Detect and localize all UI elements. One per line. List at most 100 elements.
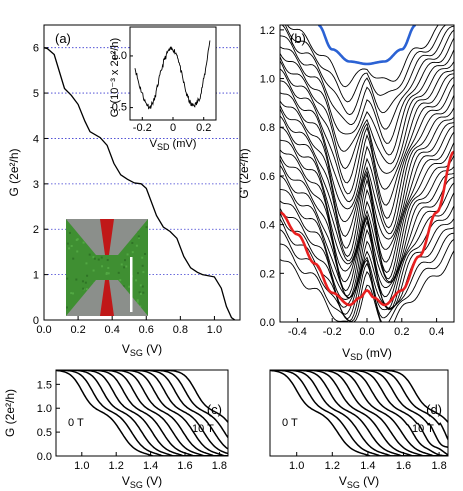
micrograph-speckle [84,281,87,284]
y-tick-label: 0.0 [37,451,52,463]
inset-y-axis-label: G' (10⁻³ x 2e²/h) [109,38,121,117]
micrograph-speckle [106,259,109,262]
trace-line [56,370,228,456]
trace-line [56,370,228,456]
micrograph-speckle [136,299,139,302]
micrograph-speckle [66,242,69,245]
panel-label: (b) [290,31,306,46]
micrograph-speckle [141,256,144,259]
x-tick-label: 0.4 [429,326,444,338]
micrograph-speckle [68,247,71,250]
field-annotation: 0 T [282,417,298,429]
trace-line [280,60,454,184]
x-tick-label: 0.2 [70,324,85,336]
device-micrograph-image [66,219,148,316]
x-tick-label: 1.6 [396,460,411,472]
trace-line [280,131,454,274]
x-axis-label: VSD (mV) [342,346,392,362]
trace-line [280,83,454,219]
panel-label: (d) [426,402,442,417]
scale-bar [130,257,133,312]
trace-line [281,25,454,116]
trace-line [280,218,454,320]
trace-line [280,175,454,299]
x-tick-label: 0.0 [36,324,51,336]
trace-line [56,370,228,450]
y-tick-label: 0.2 [260,268,275,280]
y-tick-label: 2 [33,224,39,236]
micrograph-speckle [128,285,131,288]
panel-a-inset: -0.2 0 0.2 0.5 1.0 VSD (mV) G' (10⁻³ x 2e²/h) [109,26,217,152]
x-tick-label: 1.4 [143,460,158,472]
y-tick-label: 0.4 [260,220,275,232]
y-axis-label: G' (2e²/h) [237,148,251,198]
micrograph-speckle [70,292,73,295]
trace-line [270,370,448,456]
micrograph-speckle [125,265,128,268]
x-tick-label: 1.2 [109,460,124,472]
trace-line [270,370,448,456]
trace-line [280,212,454,315]
x-tick-label: 0.4 [105,324,120,336]
micrograph-speckle [139,292,142,295]
inset-x-tick-label: 0.2 [196,122,211,134]
micrograph-speckle [138,291,141,294]
trace-line [270,370,448,440]
trace-line [270,370,448,449]
panel-label: (c) [207,402,222,417]
x-tick-label: 1.0 [74,460,89,472]
y-tick-label: 0.6 [260,171,275,183]
inset-y-tick-label: 1.0 [112,50,127,62]
trace-line [286,25,439,88]
micrograph-speckle [86,274,89,277]
x-tick-label: 0.8 [173,324,188,336]
inset-frame [129,26,217,121]
trace-line [280,37,454,144]
field-annotation: 10 T [412,423,434,435]
trace-line [280,165,454,297]
trace-line [270,370,448,456]
trace-line [280,125,454,263]
micrograph-speckle [76,250,79,253]
y-tick-label: 1.0 [260,74,275,86]
series-line [43,47,236,321]
micrograph-speckle [66,306,69,309]
x-axis-label: VSG (V) [122,342,162,358]
micrograph-speckle [66,277,69,280]
inset-x-tick-label: 0 [170,122,176,134]
y-tick-label: 0.5 [37,427,52,439]
x-tick-label: 1.8 [431,460,446,472]
micrograph-speckle [141,264,144,267]
micrograph-speckle [122,285,125,288]
trace-line [56,370,228,456]
panel-a-frame [43,24,241,321]
micrograph-speckle [119,279,122,282]
x-tick-label: 0.2 [394,326,409,338]
trace-line [270,370,448,456]
x-tick-label: 1.0 [207,324,222,336]
lower-gate-finger [100,280,114,316]
micrograph-speckle [75,278,78,281]
trace-line [280,94,454,229]
trace-line [280,29,454,130]
upper-gate-finger [100,219,114,255]
y-tick-label: 0 [33,315,39,327]
micrograph-speckle [105,272,108,275]
trace-line [280,229,454,322]
trace-line [56,370,228,439]
micrograph-speckle [72,257,75,260]
micrograph-speckle [123,266,126,269]
trace-line [56,370,228,456]
micrograph-speckle [93,257,96,260]
trace-line [56,370,228,456]
micrograph-speckle [101,265,104,268]
panel-d: 1.0 1.2 1.4 1.6 1.8 VSG (V) (d) 0 T 10 T [269,369,449,490]
micrograph-speckle [120,263,123,266]
trace-line [284,25,447,103]
micrograph-speckle [135,244,138,247]
trace-line [280,182,454,305]
field-annotation: 10 T [192,423,214,435]
trace-line [270,370,448,456]
trace-line [280,250,454,322]
micrograph-speckle [145,226,148,229]
